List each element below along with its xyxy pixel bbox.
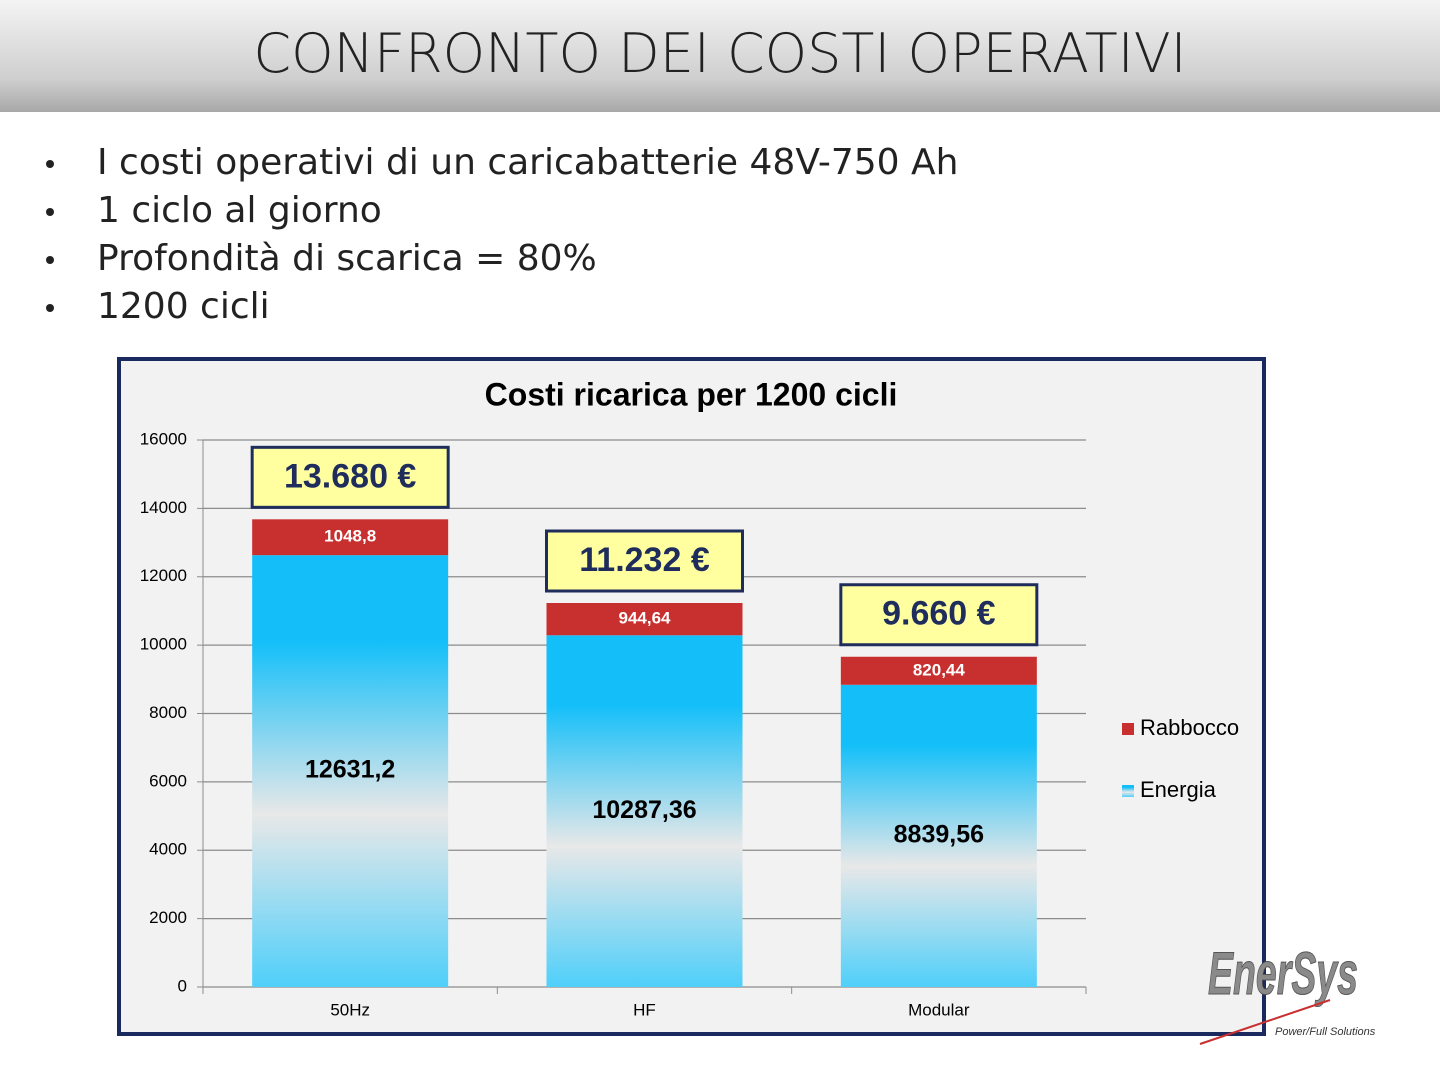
bullet-text: I costi operativi di un caricabatterie 4… [97,142,958,183]
bullet-dot [46,256,54,264]
value-label: 8839,56 [894,821,984,849]
y-tick-label: 14000 [140,498,187,517]
y-tick-label: 10000 [140,635,187,654]
bullet-dot [46,208,54,216]
bar-segment [546,603,743,636]
value-label: 944,64 [619,609,672,628]
legend-label: Energia [1140,777,1217,802]
header-band [0,0,1440,112]
total-label: 9.660 € [882,595,996,633]
value-label: 1048,8 [324,527,376,546]
slide-title: CONFRONTO DEI COSTI OPERATIVI [253,22,1186,85]
total-callout [545,529,744,593]
value-label: 12631,2 [305,756,395,784]
x-tick-label: 50Hz [330,1000,370,1019]
x-tick-label: Modular [908,1000,970,1019]
logo-text: EnerSys [1208,940,1358,1007]
bar-segment [840,684,1037,987]
y-tick-label: 6000 [149,771,187,790]
bar-segment [546,635,743,987]
legend-swatch [1122,785,1134,797]
bullet-text: 1 ciclo al giorno [97,190,382,231]
bullet-text: 1200 cicli [97,286,270,327]
total-label: 11.232 € [579,541,710,579]
y-tick-label: 0 [178,976,187,995]
logo-tagline: Power/Full Solutions [1275,1026,1376,1038]
y-tick-label: 16000 [140,429,187,448]
bullet-dot [46,160,54,168]
legend-label: Rabbocco [1140,715,1239,740]
bar-segment [840,656,1037,685]
bar-segment [252,519,449,556]
y-tick-label: 12000 [140,566,187,585]
y-tick-label: 8000 [149,703,187,722]
logo-swoosh [1199,999,1331,1045]
logo: EnerSys Power/Full Solutions [1199,939,1376,1045]
y-tick-label: 4000 [149,840,187,859]
plot: 0 2000 4000 6000 8000 10000 12000 14000 16000 126… [140,429,1239,1019]
chart-title: Costi ricarica per 1200 cicli [485,376,898,412]
legend-swatch [1122,723,1134,735]
value-label: 820,44 [913,660,966,679]
y-tick-label: 2000 [149,908,187,927]
bullet-list: I costi operativi di un caricabatterie 4… [46,142,958,327]
x-tick-label: HF [633,1000,656,1019]
total-label: 13.680 € [284,457,416,495]
value-label: 10287,36 [592,796,696,824]
bullet-dot [46,304,54,312]
bar-segment [252,555,449,987]
total-callout [250,445,450,509]
bullet-text: Profondità di scarica = 80% [97,238,597,279]
total-callout [839,583,1039,647]
